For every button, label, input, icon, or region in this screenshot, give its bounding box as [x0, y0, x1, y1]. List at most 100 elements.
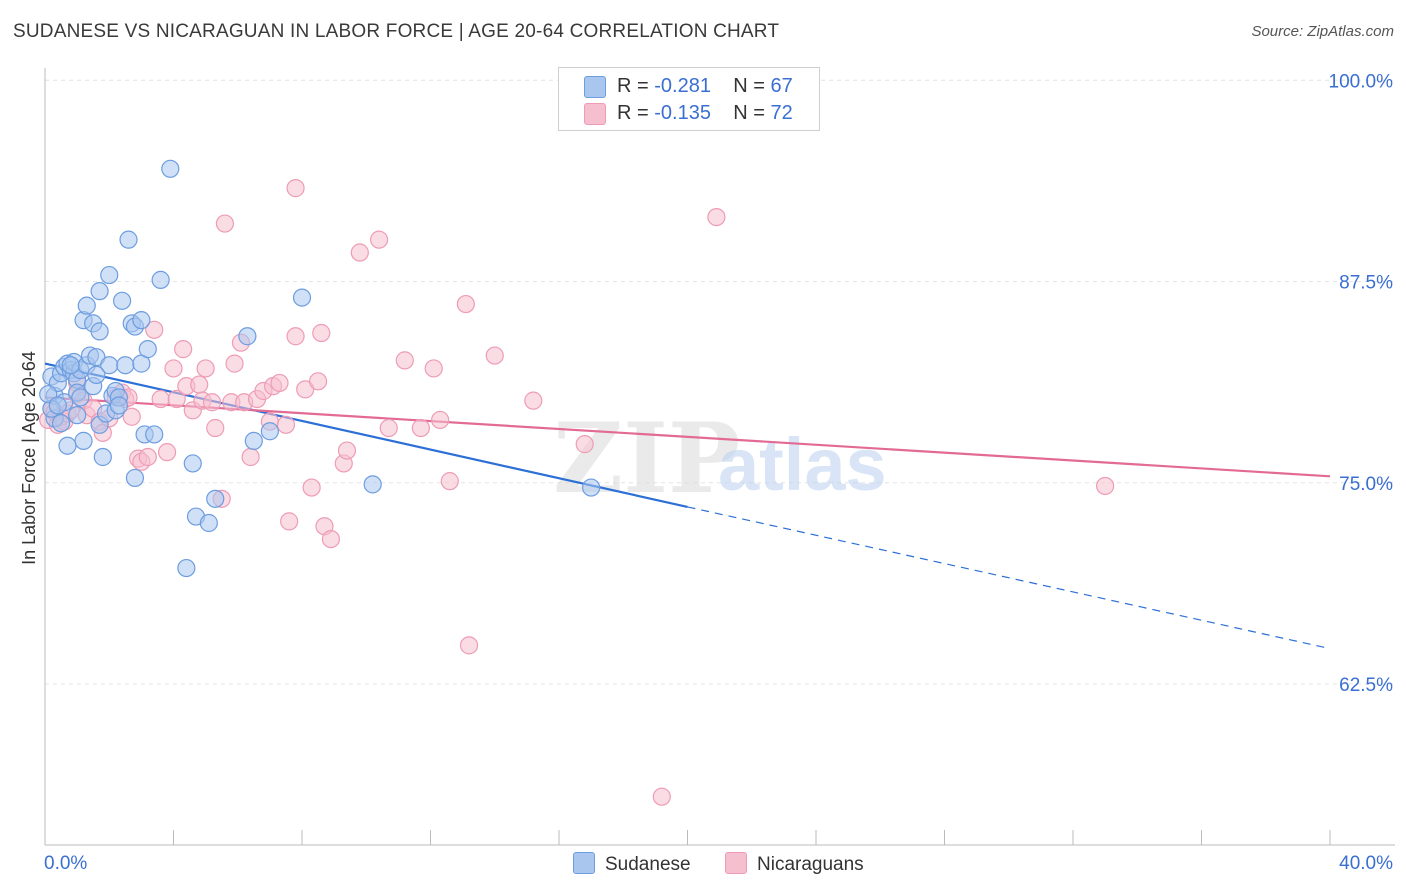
nicaraguans-point: [652, 787, 671, 806]
nicaraguans-point: [379, 418, 398, 438]
legend-r-label: R =: [617, 75, 649, 97]
y-tick-label: 75.0%: [1339, 474, 1393, 495]
nicaraguans-point: [196, 359, 215, 378]
nicaraguans-point: [145, 320, 164, 339]
sudanese-point: [199, 513, 218, 533]
y-tick-label: 87.5%: [1339, 273, 1393, 294]
sudanese-point: [68, 406, 87, 425]
correlation-legend: R = -0.281 N = 67 R = -0.135 N = 72: [558, 67, 820, 131]
nicaraguans-label: Nicaraguans: [757, 854, 864, 875]
y-tick-label: 62.5%: [1339, 675, 1393, 696]
sudanese-point: [260, 422, 279, 441]
nicaraguans-point: [296, 380, 315, 399]
nicaraguans-point: [202, 393, 222, 412]
nicaraguans-point: [370, 230, 389, 249]
sudanese-point: [132, 311, 151, 330]
watermark-atlas: atlas: [718, 423, 887, 506]
sudanese-point: [71, 388, 90, 407]
sudanese-point: [244, 431, 263, 450]
legend-n-value: 67: [770, 75, 793, 97]
nicaraguans-swatch: [725, 852, 747, 874]
x-tick-label: 0.0%: [44, 853, 87, 874]
watermark-zip: ZIP: [553, 402, 740, 515]
nicaraguans-trend-line: [44, 396, 1331, 478]
sudanese-point: [292, 288, 312, 307]
sudanese-point: [238, 327, 257, 346]
y-axis-label: In Labor Force | Age 20-64: [19, 351, 39, 565]
nicaraguans-point: [276, 415, 296, 434]
nicaraguans-point: [431, 410, 450, 430]
sudanese-point: [112, 291, 132, 310]
sudanese-swatch: [573, 852, 595, 874]
sudanese-point: [87, 365, 106, 384]
legend-r-label: R =: [617, 102, 649, 124]
sudanese-point: [116, 356, 135, 375]
sudanese-point: [51, 414, 71, 433]
legend-n-label: N =: [733, 102, 765, 124]
nicaraguans-point: [174, 340, 193, 359]
y-tick-label: 100.0%: [1329, 71, 1394, 92]
nicaraguans-point: [280, 512, 299, 531]
nicaraguans-point: [456, 294, 475, 314]
nicaraguans-point: [225, 354, 244, 373]
sudanese-point: [90, 322, 109, 341]
sudanese-point: [74, 431, 93, 450]
sudanese-trend-line: [44, 362, 688, 508]
sudanese-point: [206, 489, 225, 508]
nicaraguans-point: [424, 359, 443, 378]
nicaraguans-point: [270, 373, 289, 393]
nicaraguans-point: [241, 447, 260, 467]
legend-r-value: -0.135: [654, 102, 711, 124]
nicaraguans-point: [286, 327, 305, 346]
nicaraguans-point: [485, 346, 504, 365]
sudanese-point: [93, 447, 112, 467]
sudanese-point: [61, 356, 80, 375]
bottom-legend-sudanese: Sudanese: [573, 852, 691, 876]
sudanese-point: [582, 478, 601, 497]
legend-n-label: N =: [733, 75, 765, 97]
nicaraguans-point: [157, 443, 177, 462]
nicaraguans-point: [459, 636, 479, 655]
source-label: Source: ZipAtlas.com: [1251, 23, 1394, 40]
nicaraguans-point: [440, 472, 459, 491]
sudanese-point: [151, 270, 170, 289]
sudanese-point: [119, 230, 138, 249]
nicaraguans-point: [350, 243, 369, 262]
nicaraguans-point: [122, 407, 141, 426]
nicaraguans-point: [337, 441, 357, 460]
sudanese-point: [125, 468, 145, 488]
nicaraguans-point: [308, 372, 328, 391]
sudanese-point: [177, 558, 196, 578]
sudanese-point: [363, 475, 382, 494]
sudanese-label: Sudanese: [605, 854, 691, 875]
bottom-legend-nicaraguans: Nicaraguans: [725, 852, 864, 876]
nicaraguans-swatch: [584, 103, 606, 125]
sudanese-point: [48, 396, 67, 415]
sudanese-point: [145, 425, 164, 444]
nicaraguans-point: [312, 323, 331, 343]
nicaraguans-point: [215, 214, 234, 233]
legend-n-value: 72: [770, 102, 793, 124]
nicaraguans-point: [190, 375, 209, 394]
nicaraguans-point: [167, 389, 186, 409]
legend-r-value: -0.281: [654, 75, 711, 97]
sudanese-point: [58, 436, 77, 455]
nicaraguans-point: [206, 418, 225, 438]
sudanese-point: [100, 265, 119, 285]
sudanese-point: [90, 282, 109, 301]
chart-title: SUDANESE VS NICARAGUAN IN LABOR FORCE | …: [13, 21, 780, 42]
nicaraguans-point: [138, 447, 157, 467]
nicaraguans-point: [286, 179, 305, 198]
nicaraguans-point: [411, 418, 430, 438]
nicaraguans-point: [302, 478, 321, 497]
sudanese-point: [138, 340, 157, 359]
nicaraguans-point: [524, 391, 543, 410]
sudanese-point: [87, 348, 106, 367]
sudanese-point: [77, 296, 96, 315]
nicaraguans-point: [1096, 476, 1115, 496]
sudanese-point: [109, 396, 128, 415]
nicaraguans-point: [321, 529, 341, 549]
x-tick-label: 40.0%: [1339, 853, 1393, 874]
sudanese-point: [183, 454, 202, 473]
